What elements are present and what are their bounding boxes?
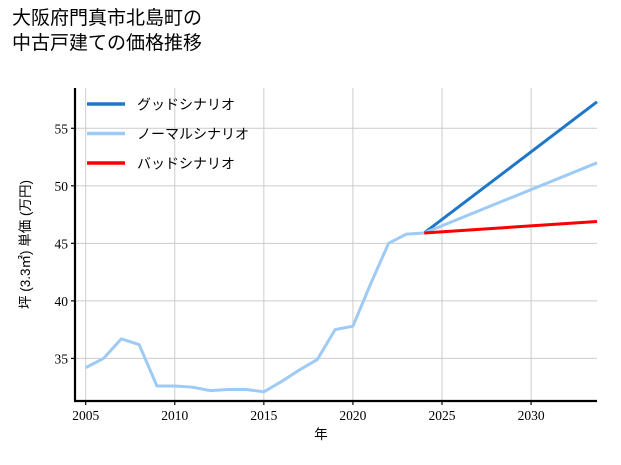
series-line-normal: [85, 161, 598, 394]
x-tick-label: 2015: [250, 408, 277, 423]
legend-item: グッドシナリオ: [87, 98, 235, 114]
y-tick-label: 55: [55, 121, 69, 136]
x-axis-title: 年: [314, 427, 328, 442]
x-tick-label: 2020: [339, 408, 366, 423]
plot-background: [75, 88, 597, 401]
y-tick-label: 35: [55, 351, 69, 366]
x-tick-label: 2010: [161, 408, 188, 423]
legend-item: バッドシナリオ: [87, 158, 235, 173]
x-tick-label: 2030: [518, 408, 545, 423]
x-tick-label: 2005: [72, 408, 99, 423]
legend-label: グッドシナリオ: [137, 98, 235, 114]
series-line-bad: [424, 219, 598, 235]
series-line-good: [423, 100, 598, 235]
x-tick-label: 2025: [429, 408, 456, 423]
legend-label: バッドシナリオ: [137, 158, 235, 173]
legend-item: ノーマルシナリオ: [87, 128, 249, 143]
legend-label: ノーマルシナリオ: [137, 128, 249, 143]
chart-title: 大阪府門真市北島町の 中古戸建ての価格推移: [12, 8, 203, 55]
y-tick-label: 40: [55, 294, 69, 309]
y-tick-label: 45: [55, 236, 69, 251]
y-axis-title: 坪 (3.3㎡) 単価 (万円): [18, 180, 33, 309]
y-tick-label: 50: [55, 179, 69, 194]
